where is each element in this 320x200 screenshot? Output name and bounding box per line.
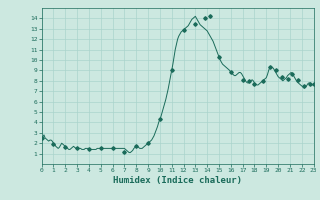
- X-axis label: Humidex (Indice chaleur): Humidex (Indice chaleur): [113, 176, 242, 185]
